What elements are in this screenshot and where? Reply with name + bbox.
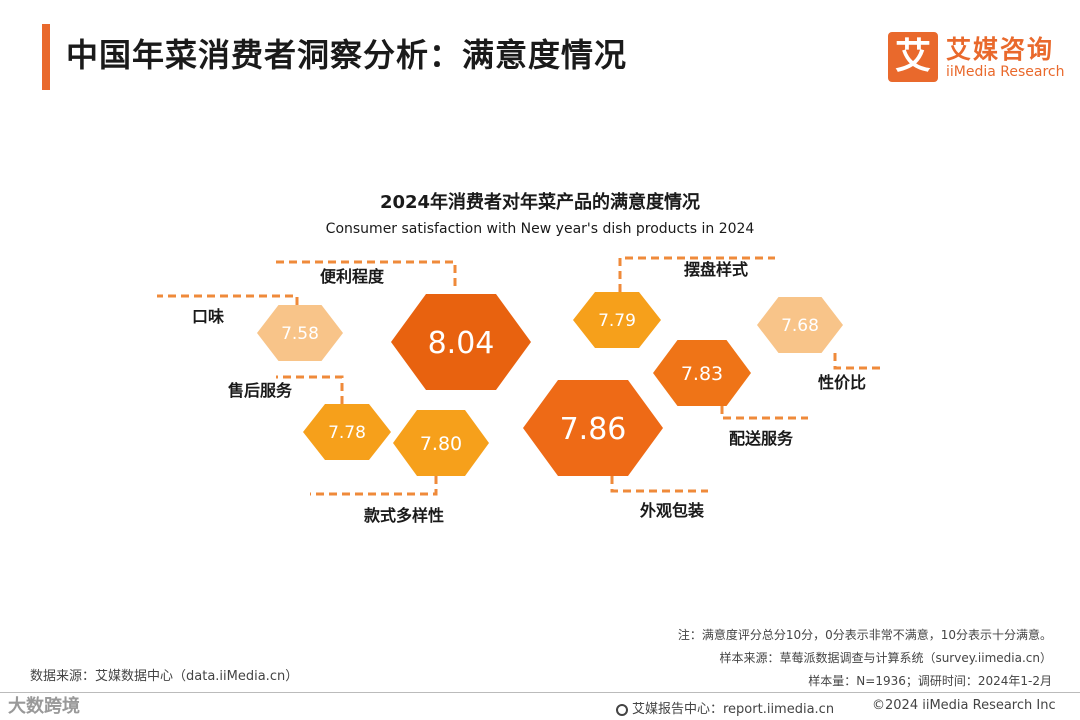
data-source: 数据来源：艾媒数据中心（data.iiMedia.cn） (30, 669, 299, 684)
footer-divider (0, 692, 1080, 693)
hexagon-mark-8 (757, 297, 843, 353)
globe-icon (616, 704, 628, 716)
logo-chinese-name: 艾媒咨询 (946, 35, 1055, 64)
footnote-sample-source: 样本来源：草莓派数据调查与计算系统（survey.iimedia.cn） (719, 651, 1052, 665)
connector-line-3 (720, 406, 808, 420)
category-label-5: 摆盘样式 (684, 260, 748, 279)
connector-line-7 (157, 294, 299, 305)
page-title: 中国年菜消费者洞察分析：满意度情况 (66, 36, 628, 74)
footnote-note: 注：满意度评分总分10分，0分表示非常不满意，10分表示十分满意。 (677, 628, 1052, 642)
category-label-6: 售后服务 (228, 381, 293, 400)
value-label-2: 7.86 (560, 412, 627, 447)
hexagon-mark-5 (573, 292, 661, 348)
hexagon-mark-4 (393, 410, 489, 476)
footnote-sample-info: 样本量：N=1936；调研时间：2024年1-2月 (808, 674, 1052, 688)
title-accent-bar (42, 24, 50, 90)
hexagon-mark-6 (303, 404, 391, 460)
value-label-5: 7.79 (598, 311, 636, 331)
value-label-4: 7.80 (420, 433, 462, 455)
value-label-7: 7.58 (281, 324, 319, 344)
connector-line-6 (276, 375, 344, 404)
connector-line-2 (610, 476, 708, 493)
hexagon-mark-1 (391, 294, 531, 390)
copyright: ©2024 iiMedia Research Inc (872, 698, 1056, 713)
category-label-1: 便利程度 (320, 267, 385, 286)
connector-line-1 (276, 260, 457, 286)
report-center-link[interactable]: 艾媒报告中心：report.iimedia.cn (616, 698, 834, 717)
hexagon-mark-2 (523, 380, 663, 476)
category-label-4: 款式多样性 (364, 506, 444, 525)
chart-title: 2024年消费者对年菜产品的满意度情况 (379, 192, 701, 213)
chart-subtitle: Consumer satisfaction with New year's di… (325, 221, 755, 237)
value-label-6: 7.78 (328, 423, 366, 443)
iimedia-logo: 艾 艾媒咨询 iiMedia Research (888, 30, 1068, 86)
connector-line-5 (618, 256, 775, 292)
hexagon-mark-7 (257, 305, 343, 361)
connector-line-8 (833, 353, 880, 370)
logo-mark: 艾 (888, 32, 938, 82)
logo-english-name: iiMedia Research (946, 64, 1065, 80)
category-label-7: 口味 (192, 307, 224, 326)
category-label-8: 性价比 (818, 373, 866, 392)
value-label-3: 7.83 (681, 363, 723, 385)
category-label-2: 外观包装 (639, 501, 704, 520)
report-center-text: 艾媒报告中心：report.iimedia.cn (632, 702, 835, 717)
value-label-1: 8.04 (428, 326, 495, 361)
value-label-8: 7.68 (781, 316, 819, 336)
watermark-text: 大数跨境 (8, 696, 80, 717)
category-label-3: 配送服务 (729, 429, 794, 448)
hexagon-mark-3 (653, 340, 751, 406)
connector-line-4 (310, 476, 438, 496)
